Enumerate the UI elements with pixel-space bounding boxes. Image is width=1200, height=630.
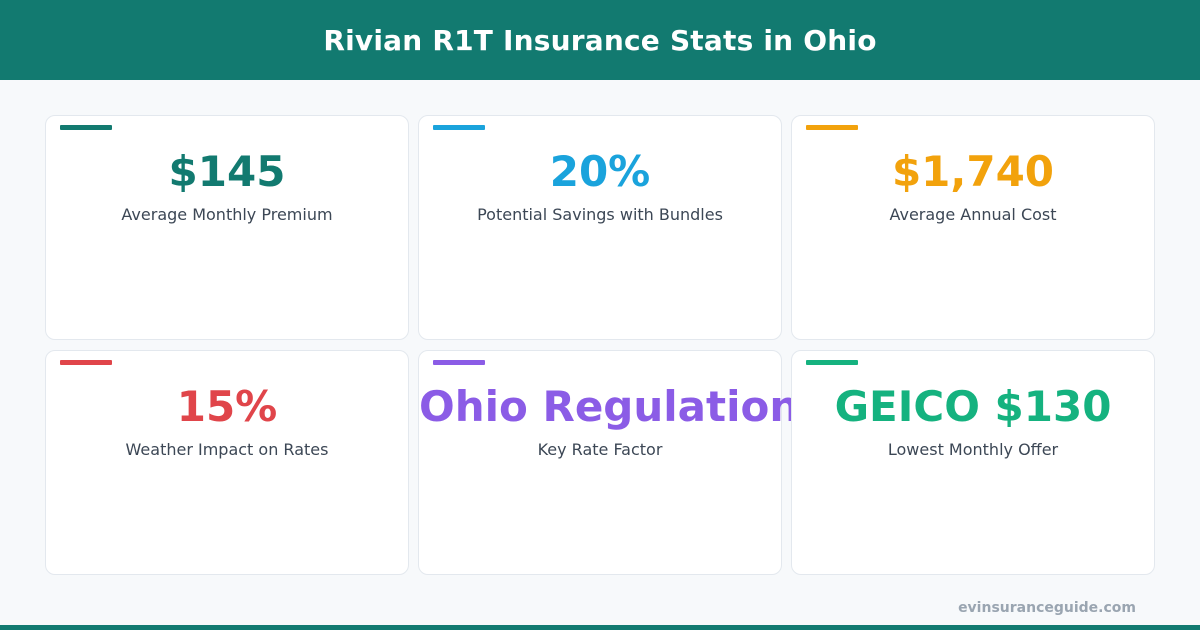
stat-label: Lowest Monthly Offer <box>887 440 1059 459</box>
stat-card-key-rate-factor: Ohio Regulations Key Rate Factor <box>418 350 825 575</box>
stat-card-weather-impact: 15% Weather Impact on Rates <box>45 350 409 575</box>
card-accent-bar <box>60 125 112 130</box>
stat-value: 20% <box>549 147 651 196</box>
stat-card-lowest-offer: GEICO $130 Lowest Monthly Offer <box>791 350 1155 575</box>
stat-card-bundle-savings: 20% Potential Savings with Bundles <box>418 115 782 340</box>
stat-value: 15% <box>176 382 278 431</box>
card-accent-bar <box>433 360 485 365</box>
stat-label: Average Annual Cost <box>889 205 1057 224</box>
stat-label: Potential Savings with Bundles <box>477 205 723 224</box>
card-accent-bar <box>806 360 858 365</box>
stat-card-monthly-premium: $145 Average Monthly Premium <box>45 115 409 340</box>
card-accent-bar <box>60 360 112 365</box>
header-banner: Rivian R1T Insurance Stats in Ohio <box>0 0 1200 80</box>
stat-value: $1,740 <box>891 147 1055 196</box>
bottom-accent-bar <box>0 625 1200 630</box>
stat-label: Average Monthly Premium <box>121 205 333 224</box>
page-title: Rivian R1T Insurance Stats in Ohio <box>323 23 877 57</box>
stat-value: Ohio Regulations <box>419 382 825 431</box>
stat-label: Key Rate Factor <box>537 440 663 459</box>
stats-grid: $145 Average Monthly Premium 20% Potenti… <box>45 115 1155 575</box>
stat-card-annual-cost: $1,740 Average Annual Cost <box>791 115 1155 340</box>
card-accent-bar <box>806 125 858 130</box>
stat-value: $145 <box>168 147 286 196</box>
stat-label: Weather Impact on Rates <box>125 440 329 459</box>
site-url: evinsuranceguide.com <box>958 600 1136 616</box>
card-accent-bar <box>433 125 485 130</box>
stat-value: GEICO $130 <box>834 382 1112 431</box>
